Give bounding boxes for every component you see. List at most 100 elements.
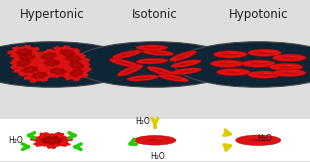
Ellipse shape [250, 63, 266, 65]
Ellipse shape [109, 58, 139, 67]
Polygon shape [59, 52, 90, 65]
Ellipse shape [175, 53, 190, 59]
Ellipse shape [178, 62, 194, 65]
Ellipse shape [119, 52, 135, 57]
Ellipse shape [286, 65, 293, 66]
Ellipse shape [172, 76, 180, 78]
Polygon shape [17, 59, 31, 67]
Polygon shape [64, 65, 89, 81]
Polygon shape [41, 136, 62, 144]
Polygon shape [8, 46, 39, 58]
Ellipse shape [281, 72, 297, 74]
Polygon shape [22, 66, 38, 73]
Ellipse shape [227, 62, 234, 63]
Ellipse shape [247, 49, 281, 56]
Bar [0, 0, 310, 119]
Ellipse shape [143, 47, 161, 48]
Ellipse shape [258, 138, 268, 139]
Ellipse shape [116, 61, 132, 65]
Ellipse shape [272, 69, 306, 77]
Ellipse shape [146, 139, 164, 141]
Ellipse shape [170, 68, 202, 75]
Ellipse shape [213, 51, 247, 58]
Polygon shape [16, 49, 31, 55]
Ellipse shape [185, 62, 192, 64]
Polygon shape [14, 63, 45, 76]
Ellipse shape [269, 63, 303, 71]
Ellipse shape [219, 63, 235, 65]
Ellipse shape [241, 60, 275, 67]
Ellipse shape [123, 67, 137, 73]
Ellipse shape [130, 68, 136, 71]
Ellipse shape [230, 53, 237, 54]
Ellipse shape [147, 66, 175, 76]
Ellipse shape [289, 71, 296, 72]
Ellipse shape [258, 62, 265, 63]
Polygon shape [24, 69, 55, 82]
Ellipse shape [216, 68, 250, 76]
Ellipse shape [142, 50, 174, 56]
Ellipse shape [123, 61, 130, 63]
Ellipse shape [272, 54, 306, 62]
Ellipse shape [0, 42, 135, 87]
Polygon shape [42, 65, 74, 77]
Ellipse shape [289, 56, 296, 57]
Polygon shape [34, 49, 64, 63]
Ellipse shape [236, 135, 281, 145]
Text: Hypertonic: Hypertonic [20, 8, 84, 21]
Ellipse shape [71, 42, 239, 87]
Ellipse shape [150, 46, 158, 47]
Polygon shape [41, 53, 56, 59]
Ellipse shape [169, 51, 197, 61]
Ellipse shape [136, 58, 168, 64]
Text: H₂O: H₂O [257, 134, 272, 143]
Text: Isotonic: Isotonic [132, 8, 178, 21]
Ellipse shape [150, 60, 158, 61]
Ellipse shape [127, 75, 158, 81]
Ellipse shape [175, 42, 310, 87]
Ellipse shape [264, 51, 272, 52]
Ellipse shape [177, 70, 195, 73]
Text: Hypotonic: Hypotonic [228, 8, 288, 21]
Polygon shape [69, 62, 84, 69]
Polygon shape [44, 60, 60, 66]
Ellipse shape [223, 53, 238, 55]
Ellipse shape [247, 71, 281, 78]
Ellipse shape [126, 53, 133, 55]
Ellipse shape [210, 60, 244, 67]
Ellipse shape [233, 70, 241, 71]
Ellipse shape [134, 135, 176, 145]
Ellipse shape [154, 138, 164, 139]
Polygon shape [50, 68, 66, 74]
Ellipse shape [143, 60, 161, 62]
Ellipse shape [281, 57, 297, 59]
Ellipse shape [257, 74, 272, 75]
Text: H₂O: H₂O [9, 136, 24, 145]
Polygon shape [66, 55, 82, 62]
Ellipse shape [153, 69, 169, 74]
Ellipse shape [136, 45, 168, 51]
Text: H₂O: H₂O [135, 117, 150, 126]
Polygon shape [52, 46, 83, 59]
Polygon shape [19, 54, 35, 60]
Ellipse shape [117, 65, 143, 76]
Ellipse shape [257, 52, 272, 54]
Ellipse shape [160, 69, 167, 72]
Polygon shape [62, 58, 91, 73]
Ellipse shape [226, 71, 241, 73]
Ellipse shape [157, 51, 165, 52]
Polygon shape [11, 55, 38, 70]
Polygon shape [31, 133, 72, 148]
Ellipse shape [171, 60, 201, 68]
Polygon shape [70, 69, 83, 77]
Polygon shape [35, 57, 67, 69]
Ellipse shape [248, 139, 268, 142]
Polygon shape [32, 72, 47, 79]
Ellipse shape [149, 52, 167, 54]
Ellipse shape [278, 66, 294, 68]
Ellipse shape [134, 77, 151, 79]
Ellipse shape [158, 74, 189, 82]
Ellipse shape [112, 50, 142, 59]
Ellipse shape [182, 54, 189, 57]
Polygon shape [11, 51, 43, 63]
